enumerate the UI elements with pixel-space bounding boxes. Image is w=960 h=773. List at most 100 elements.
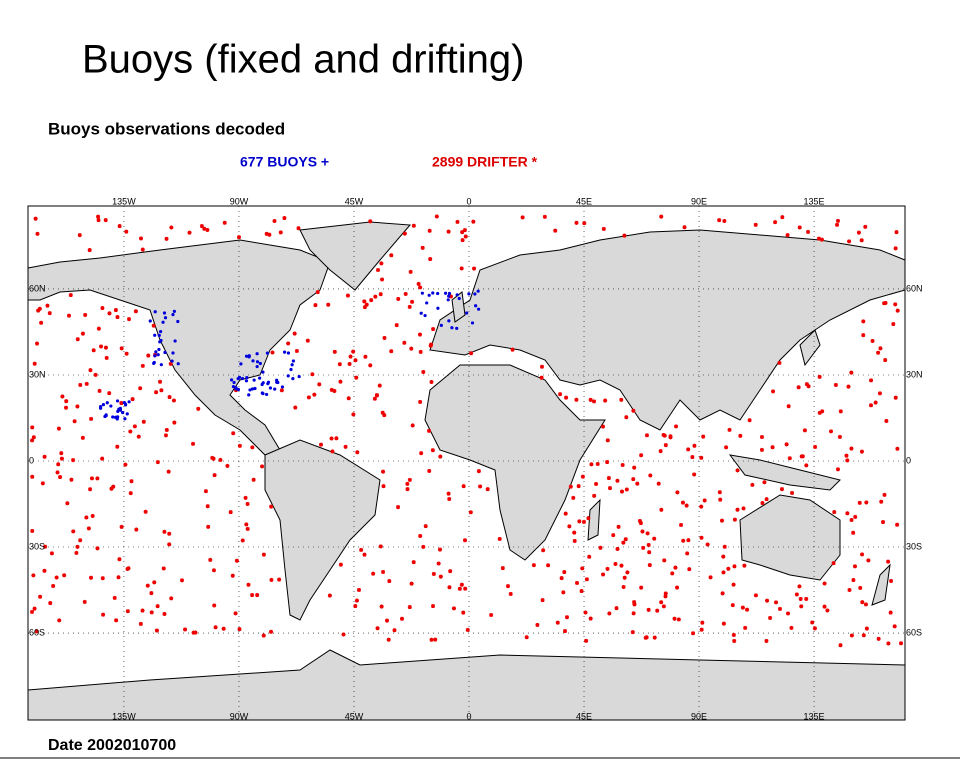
drifter-marker (893, 302, 898, 307)
drifter-marker (730, 603, 735, 608)
buoy-marker (244, 354, 249, 358)
drifter-marker (381, 484, 386, 489)
drifter-marker (405, 481, 410, 486)
buoy-marker (291, 377, 295, 381)
coordinate-labels: 135W 135W 90W 90W 45W 45W 0 0 45E 45E 90E 90E 135E 13… (29, 196, 923, 721)
drifter-marker (595, 462, 600, 467)
drifter-marker (97, 388, 102, 393)
drifter-marker (571, 495, 576, 500)
drifter-marker (59, 456, 64, 461)
legend-buoys: 677 BUOYS + (240, 154, 329, 170)
buoy-marker (473, 292, 477, 296)
drifter-marker (236, 235, 241, 240)
drifter-marker (888, 610, 893, 615)
drifter-marker (447, 585, 452, 590)
drifter-marker (261, 552, 266, 557)
drifter-marker (30, 609, 35, 614)
drifter-marker (71, 529, 76, 534)
drifter-marker (759, 447, 764, 452)
drifter-marker (380, 410, 385, 415)
buoy-marker (157, 333, 161, 337)
buoy-marker (291, 359, 295, 363)
drifter-marker (899, 641, 903, 646)
buoy-marker (455, 326, 459, 330)
drifter-marker (260, 464, 265, 469)
drifter-marker (886, 559, 891, 564)
drifter-marker (355, 450, 360, 455)
drifter-marker (690, 455, 695, 460)
drifter-marker (77, 233, 82, 238)
buoy-marker (450, 326, 454, 330)
drifter-marker (125, 609, 130, 614)
drifter-marker (338, 562, 343, 567)
drifter-marker (389, 253, 394, 258)
lon-label-top: 90E (691, 196, 707, 206)
drifter-marker (863, 602, 868, 607)
drifter-marker (765, 598, 770, 603)
buoy-marker (240, 376, 245, 381)
lon-label-top: 135E (804, 196, 825, 206)
drifter-marker (317, 382, 322, 387)
drifter-marker (270, 350, 275, 355)
drifter-marker (717, 490, 722, 495)
drifter-marker (735, 468, 740, 473)
drifter-marker (237, 627, 242, 632)
drifter-marker (115, 315, 120, 320)
drifter-marker (35, 341, 40, 346)
drifter-marker (167, 542, 172, 547)
drifter-marker (86, 526, 91, 531)
drifter-marker (163, 433, 168, 438)
drifter-marker (685, 551, 690, 556)
drifter-marker (245, 501, 250, 506)
drifter-marker (562, 570, 567, 575)
drifter-marker (35, 231, 40, 236)
drifter-marker (838, 643, 843, 648)
buoy-marker (253, 386, 257, 391)
drifter-marker (261, 633, 266, 638)
drifter-marker (624, 415, 629, 420)
drifter-marker (699, 627, 704, 632)
drifter-marker (389, 349, 394, 354)
drifter-marker (563, 629, 568, 634)
drifter-marker (100, 576, 105, 581)
drifter-marker (605, 438, 610, 443)
drifter-marker (722, 544, 727, 549)
drifter-marker (468, 510, 473, 515)
drifter-marker (338, 379, 343, 384)
buoy-marker (427, 293, 431, 297)
buoy-marker (447, 294, 451, 298)
drifter-marker (895, 308, 900, 313)
buoy-marker (447, 291, 452, 296)
drifter-marker (66, 313, 71, 318)
drifter-marker (847, 587, 852, 592)
drifter-marker (107, 391, 112, 396)
buoy-marker (261, 391, 265, 396)
drifter-marker (662, 558, 667, 563)
drifter-marker (162, 529, 167, 534)
drifter-marker (674, 424, 679, 429)
drifter-marker (838, 409, 843, 414)
drifter-marker (582, 221, 587, 226)
drifter-marker (849, 633, 854, 638)
lon-label-bottom: 0 (466, 711, 471, 721)
buoy-marker (161, 320, 165, 324)
drifter-marker (646, 542, 651, 547)
drifter-marker (891, 322, 896, 327)
drifter-marker (87, 248, 92, 253)
drifter-marker (641, 545, 646, 550)
buoy-marker (170, 359, 174, 363)
drifter-marker (520, 215, 525, 220)
drifter-marker (546, 563, 551, 568)
drifter-marker (292, 331, 297, 336)
drifter-marker (348, 354, 353, 359)
drifter-marker (377, 383, 382, 388)
drifter-marker (615, 546, 620, 551)
drifter-marker (212, 603, 217, 608)
buoy-marker (273, 387, 277, 391)
drifter-marker (601, 226, 606, 231)
drifter-marker (78, 382, 83, 387)
drifter-marker (421, 369, 426, 374)
drifter-marker (894, 230, 899, 235)
drifter-marker (594, 481, 599, 486)
drifter-marker (718, 497, 723, 502)
